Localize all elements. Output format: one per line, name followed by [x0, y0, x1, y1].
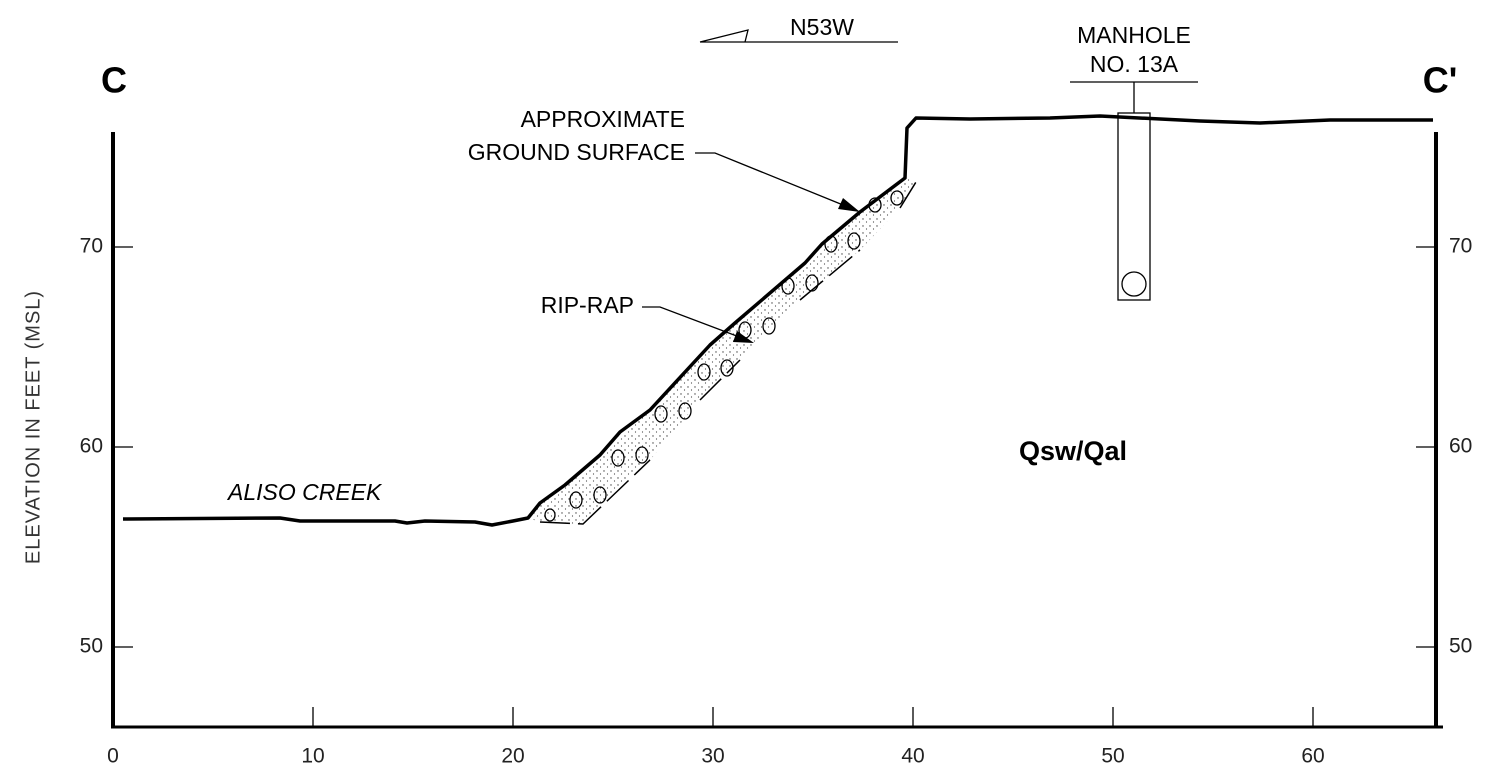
manhole-label: MANHOLE [1077, 22, 1191, 48]
unit-label: Qsw/Qal [1019, 436, 1127, 466]
x-tick-label: 40 [901, 745, 924, 768]
x-tick-label: 50 [1101, 745, 1124, 768]
ground-label: GROUND SURFACE [468, 139, 685, 165]
rip-rap [528, 178, 916, 524]
x-tick-label: 60 [1301, 745, 1324, 768]
cross-section: C C' N53W MANHOLE NO. 13A APPROXIMATE GR… [0, 0, 1493, 772]
riprap-label: RIP-RAP [541, 292, 634, 318]
y-axis-label: ELEVATION IN FEET (MSL) [22, 290, 44, 564]
creek-label: ALISO CREEK [226, 479, 383, 505]
x-tick-label: 30 [701, 745, 724, 768]
section-end: C' [1423, 60, 1458, 101]
y2-tick-label: 60 [1449, 435, 1472, 458]
section-start: C [101, 60, 127, 101]
ground-label: APPROXIMATE [521, 106, 685, 132]
y2-tick-label: 70 [1449, 235, 1472, 258]
y-tick-label: 60 [80, 435, 103, 458]
ground-leader [695, 153, 848, 207]
y2-tick-label: 50 [1449, 635, 1472, 658]
bearing: N53W [790, 14, 854, 40]
manhole-label: NO. 13A [1090, 51, 1179, 77]
y-tick-label: 70 [80, 235, 103, 258]
ground-arrowhead [838, 198, 860, 212]
x-tick-label: 10 [301, 745, 324, 768]
x-tick-label: 0 [107, 745, 119, 768]
x-tick-label: 20 [501, 745, 524, 768]
y-tick-label: 50 [80, 635, 103, 658]
